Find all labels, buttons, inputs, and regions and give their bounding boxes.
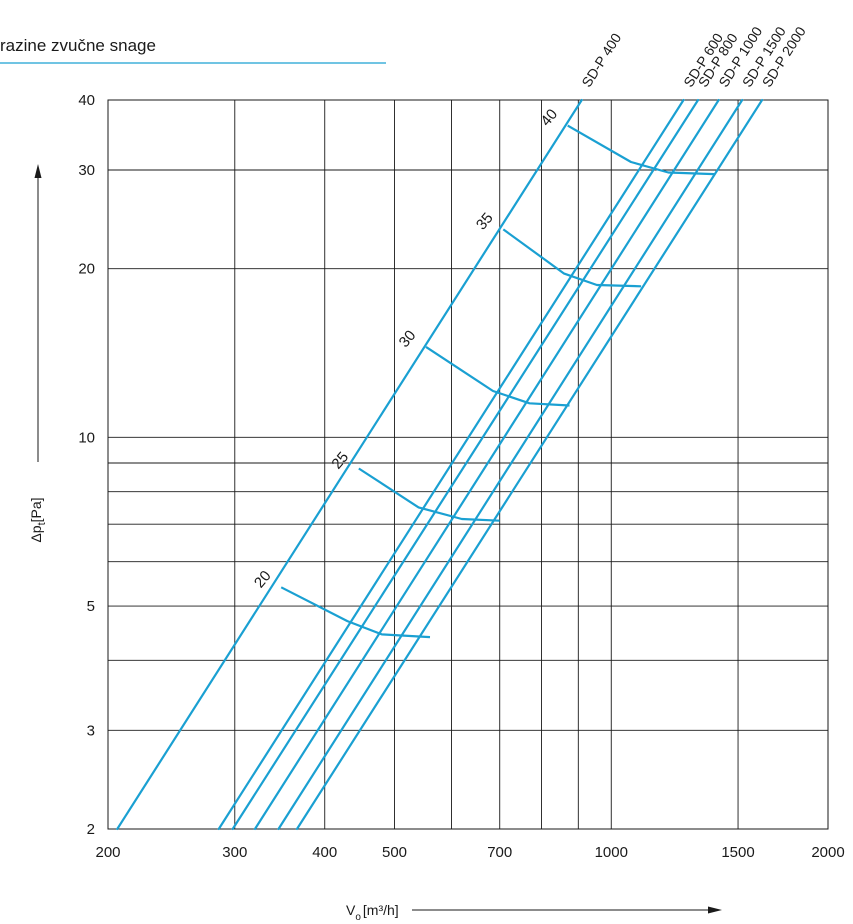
x-tick-label: 1000 [595,844,628,861]
y-tick-label: 10 [78,429,95,446]
y-axis-label-unit: [Pa] [28,497,44,522]
series-line [253,98,720,831]
x-tick-label: 500 [382,844,407,861]
sound-level-curve [358,467,500,522]
series-line [116,98,583,831]
y-axis-ticks: 2 3 5 10 20 30 40 [78,92,95,838]
sound-level-curve [425,345,570,407]
svg-text:Δpt[Pa]: Δpt[Pa] [28,497,48,542]
y-tick-label: 20 [78,261,95,278]
y-axis-arrow-head [34,164,42,178]
series-label: SD-P 400 [578,30,624,90]
series-line [231,98,700,831]
y-axis-label-sub: t [36,522,48,525]
x-tick-label: 2000 [811,844,844,861]
x-axis-label-sub: o [355,912,361,923]
x-tick-label: 1500 [721,844,754,861]
series-line [277,98,744,831]
sound-level-label: 35 [473,210,497,234]
sound-level-curve [502,228,642,288]
y-tick-label: 3 [87,722,95,739]
sound-level-label: 30 [396,327,420,351]
y-tick-label: 2 [87,821,95,838]
y-tick-label: 30 [78,162,95,179]
sound-level-label: 40 [537,106,561,130]
x-tick-label: 700 [487,844,512,861]
x-axis-arrow-head [708,906,722,914]
x-axis-label-symbol: V [346,902,356,918]
x-tick-label: 400 [312,844,337,861]
sound-level-label: 25 [328,449,352,473]
series-line [217,98,685,831]
x-axis-ticks: 200 300 400 500 700 1000 1500 2000 [95,844,844,861]
sound-level-curve [280,586,431,639]
y-axis-label-symbol: Δp [28,525,44,542]
y-tick-label: 5 [87,598,95,615]
y-axis-label: Δpt[Pa] [28,497,48,542]
series-line [295,98,764,831]
header-title: razine zvučne snage [0,36,156,55]
x-axis-label: Vo [m³/h] [346,902,399,923]
grid [107,99,829,830]
y-tick-label: 40 [78,92,95,109]
x-tick-label: 200 [95,844,120,861]
x-axis-label-unit: [m³/h] [363,902,399,918]
x-tick-label: 300 [222,844,247,861]
sound-level-curve [567,124,715,176]
plot-frame [107,99,829,830]
